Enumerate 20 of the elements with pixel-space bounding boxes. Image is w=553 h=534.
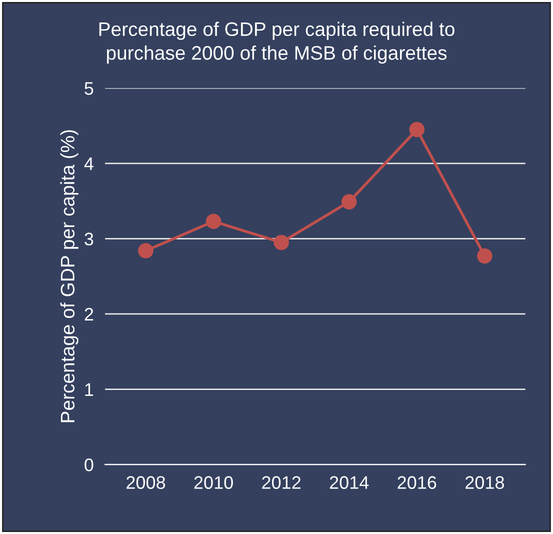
y-tick-label: 3 — [84, 232, 94, 246]
x-tick-label: 2016 — [398, 476, 436, 489]
point — [206, 214, 222, 230]
y-axis-title: Percentage of GDP per capita (%) — [60, 130, 78, 422]
x-tick-label: 2010 — [194, 476, 233, 489]
chart-title: Percentage of GDP per capita required to purchase 2000 of the MSB of cigarettes — [99, 22, 454, 64]
point — [138, 243, 154, 258]
x-tick-label: 2012 — [262, 476, 300, 489]
x-tick-label: 2014 — [330, 476, 369, 489]
point — [409, 122, 425, 138]
y-tick-label: 4 — [84, 158, 94, 170]
y-tick-label: 1 — [85, 383, 94, 396]
x-tick-label: 2018 — [466, 476, 504, 489]
x-tick-label: 2008 — [126, 476, 166, 489]
point — [477, 248, 492, 264]
y-tick-label: 5 — [84, 82, 94, 95]
y-tick-label: 0 — [84, 458, 94, 472]
point — [274, 234, 289, 250]
y-tick-label: 2 — [84, 308, 94, 321]
point — [341, 194, 357, 210]
